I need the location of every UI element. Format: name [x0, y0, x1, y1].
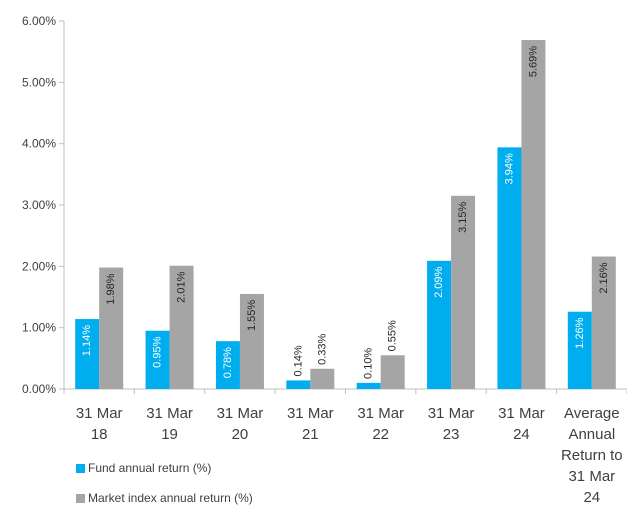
x-tick-label: 24	[513, 426, 530, 443]
market-index-bar	[99, 267, 124, 389]
x-tick-label: 31 Mar	[428, 405, 475, 422]
x-tick-label: Annual	[568, 426, 615, 443]
fund-bar	[427, 260, 452, 389]
x-tick-label: 21	[302, 426, 319, 443]
x-tick-label: 31 Mar	[146, 405, 193, 422]
fund-data-label: 0.10%	[363, 348, 375, 379]
y-tick-label: 1.00%	[22, 321, 56, 335]
market-index-bar	[169, 265, 194, 389]
market-index-bar	[239, 293, 264, 389]
x-tick-label: 19	[161, 426, 178, 443]
fund-data-label: 1.14%	[81, 325, 93, 356]
market-index-bar	[521, 40, 546, 389]
market-index-data-label: 2.01%	[176, 271, 188, 302]
market-index-data-label: 0.33%	[316, 333, 328, 364]
x-tick-label: 23	[443, 426, 460, 443]
market-index-data-label: 1.98%	[105, 273, 117, 304]
x-tick-label: 18	[91, 426, 108, 443]
market-index-data-label: 2.16%	[598, 262, 610, 293]
x-tick-label: Average	[564, 405, 620, 422]
fund-bar	[497, 147, 522, 389]
y-tick-label: 5.00%	[22, 75, 56, 89]
market-index-data-label: 1.55%	[246, 300, 258, 331]
x-tick-label: 31 Mar	[217, 405, 264, 422]
market-index-bar	[380, 355, 405, 389]
fund-data-label: 0.78%	[222, 347, 234, 378]
legend-swatch-fund	[76, 463, 85, 473]
fund-data-label: 0.95%	[152, 336, 164, 367]
chart-data-labels: 1.14% 1.98% 0.95% 2.01% 0.78% 1.55% 0.14% 0.33%…	[81, 46, 610, 379]
fund-bar	[286, 380, 311, 389]
chart-tick-labels: 0.00% 1.00% 2.00% 3.00% 4.00% 5.00% 6.00% 31 Ma…	[22, 14, 623, 506]
market-index-data-label: 0.55%	[387, 320, 399, 351]
x-tick-label: 31 Mar	[568, 468, 615, 485]
market-index-data-label: 5.69%	[527, 46, 539, 77]
fund-bar	[145, 330, 170, 389]
market-index-bar	[310, 368, 335, 389]
market-index-bar	[591, 256, 616, 389]
x-tick-label: 31 Mar	[287, 405, 334, 422]
legend-swatch-market-index	[76, 493, 85, 503]
y-tick-label: 6.00%	[22, 14, 56, 28]
fund-bar	[75, 319, 100, 389]
x-tick-label: 24	[583, 489, 600, 506]
x-tick-label: 31 Mar	[357, 405, 404, 422]
fund-bar	[356, 382, 381, 389]
fund-data-label: 3.94%	[503, 153, 515, 184]
x-tick-label: 31 Mar	[498, 405, 545, 422]
y-tick-label: 3.00%	[22, 198, 56, 212]
legend-label-fund: Fund annual return (%)	[88, 461, 212, 475]
legend-label-market-index: Market index annual return (%)	[88, 491, 253, 505]
x-tick-label: 20	[232, 426, 249, 443]
fund-bar	[215, 341, 240, 389]
fund-data-label: 0.14%	[292, 345, 304, 376]
x-tick-label: 31 Mar	[76, 405, 123, 422]
x-tick-label: Return to	[561, 447, 623, 464]
x-tick-label: 22	[372, 426, 389, 443]
legend-item-fund: Fund annual return (%)	[76, 461, 211, 475]
y-tick-label: 0.00%	[22, 382, 56, 396]
y-tick-label: 4.00%	[22, 137, 56, 151]
fund-bar	[567, 311, 592, 389]
market-index-data-label: 3.15%	[457, 201, 469, 232]
fund-data-label: 1.26%	[574, 317, 586, 348]
market-index-bar	[451, 195, 476, 389]
y-tick-label: 2.00%	[22, 259, 56, 273]
chart-bars	[75, 40, 616, 389]
fund-data-label: 2.09%	[433, 267, 445, 298]
legend-item-market-index: Market index annual return (%)	[76, 491, 253, 505]
